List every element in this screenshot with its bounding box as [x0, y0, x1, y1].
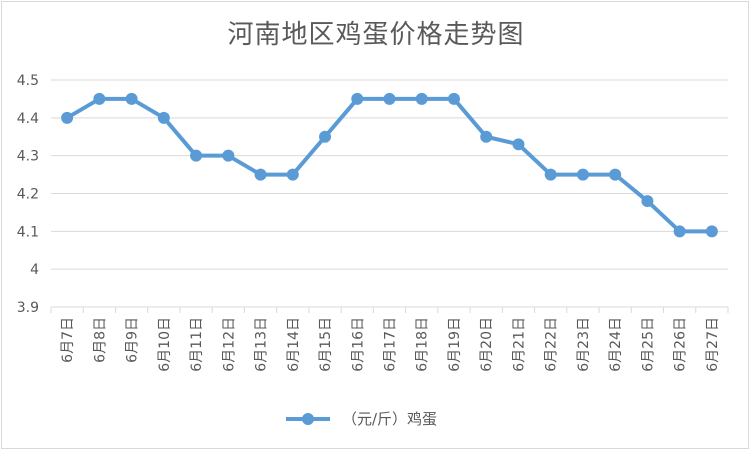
x-tick-label: 6月8日 [92, 317, 108, 363]
data-point [125, 92, 138, 105]
x-tick-label: 6月18日 [415, 317, 431, 372]
y-tick-label: 4.4 [17, 111, 39, 127]
data-point [609, 168, 622, 181]
x-tick-label: 6月21日 [511, 317, 527, 372]
x-tick-label: 6月7日 [60, 317, 76, 363]
data-point [286, 168, 299, 181]
y-tick-label: 4.5 [17, 73, 39, 89]
y-tick-label: 4.2 [17, 187, 39, 203]
data-point [415, 92, 428, 105]
x-tick-label: 6月20日 [479, 317, 495, 372]
data-point [157, 111, 170, 124]
y-tick-label: 4.1 [17, 224, 39, 240]
y-tick-label: 4 [30, 262, 39, 278]
data-point [641, 195, 654, 208]
data-point [351, 92, 364, 105]
gridlines [51, 79, 728, 270]
x-tick-label: 6月9日 [125, 317, 141, 363]
x-tick-label: 6月25日 [640, 317, 656, 372]
data-point [447, 92, 460, 105]
data-point [512, 138, 525, 151]
x-tick-label: 6月16日 [350, 317, 366, 372]
x-axis [50, 306, 729, 313]
data-point [383, 92, 396, 105]
x-axis-ticks: 6月7日 6月8日 6月9日 6月10日 6月11日 6月12日 6月13日 6月14日 6月1… [60, 317, 721, 372]
x-tick-label: 6月13日 [254, 317, 270, 372]
x-tick-label: 6月26日 [673, 317, 689, 372]
data-point [705, 225, 718, 238]
legend: （元/斤）鸡蛋 [286, 410, 437, 428]
data-point [222, 149, 235, 162]
y-tick-label: 3.9 [17, 300, 39, 316]
x-tick-label: 6月22日 [544, 317, 560, 372]
x-tick-label: 6月15日 [318, 317, 334, 372]
x-tick-label: 6月10日 [157, 317, 173, 372]
chart-title: 河南地区鸡蛋价格走势图 [227, 20, 525, 50]
x-tick-label: 6月24日 [608, 317, 624, 372]
x-tick-label: 6月14日 [286, 317, 302, 372]
data-point [319, 130, 332, 143]
x-tick-label: 6月27日 [705, 317, 721, 372]
y-tick-label: 4.3 [17, 149, 39, 165]
data-point [190, 149, 203, 162]
data-point [480, 130, 493, 143]
x-tick-label: 6月11日 [189, 317, 205, 372]
data-point [61, 111, 74, 124]
series-group [61, 92, 718, 238]
legend-label: （元/斤）鸡蛋 [342, 410, 437, 428]
x-tick-label: 6月12日 [221, 317, 237, 372]
data-point [254, 168, 267, 181]
x-tick-label: 6月17日 [383, 317, 399, 372]
x-tick-label: 6月23日 [576, 317, 592, 372]
y-axis-ticks: 3.9 4 4.1 4.2 4.3 4.4 4.5 [17, 73, 39, 316]
x-tick-label: 6月19日 [447, 317, 463, 372]
data-point [673, 225, 686, 238]
legend-point-marker [302, 413, 314, 425]
data-point [93, 92, 106, 105]
data-point [576, 168, 589, 181]
data-point [544, 168, 557, 181]
